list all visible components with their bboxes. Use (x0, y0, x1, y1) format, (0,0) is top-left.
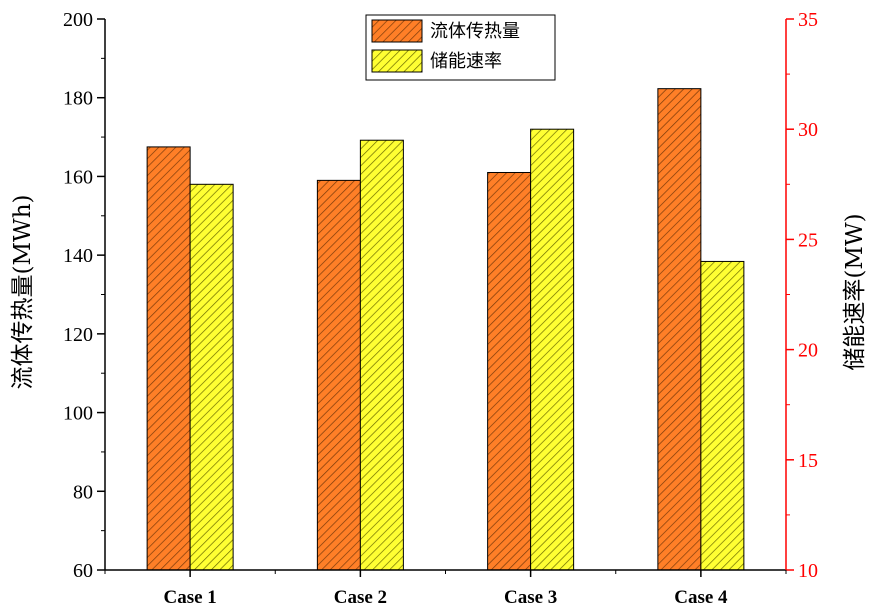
y-tick-label-left: 100 (63, 403, 93, 425)
y-tick-label-left: 200 (63, 9, 93, 31)
legend-label-series-2: 储能速率 (430, 51, 502, 72)
y-axis-title-left: 流体传热量(MWh) (10, 195, 36, 390)
y-tick-label-right: 30 (798, 119, 818, 141)
bar-2-case-4 (700, 260, 745, 571)
x-tick-label: Case 2 (334, 587, 387, 608)
bar-2-case-2 (359, 139, 404, 571)
y-tick-label-left: 120 (63, 324, 93, 346)
y-tick-label-right: 35 (798, 9, 818, 31)
bar-1-case-4 (657, 88, 702, 571)
y-tick-label-right: 25 (798, 229, 818, 251)
bar-2-case-3 (530, 128, 575, 571)
y-tick-label-left: 80 (73, 481, 93, 503)
x-tick-label: Case 3 (504, 587, 557, 608)
y-tick-label-right: 10 (798, 560, 818, 582)
bar-1-case-2 (316, 179, 361, 571)
y-tick-label-right: 20 (798, 340, 818, 362)
bar-2-case-1 (189, 183, 234, 571)
y-tick-label-left: 140 (63, 245, 93, 267)
bars-layer (146, 88, 745, 571)
y-axis-title-right: 储能速率(MW) (842, 213, 868, 370)
legend-swatch-series-2 (371, 49, 423, 73)
legend-label-series-1: 流体传热量 (430, 21, 520, 42)
x-tick-label: Case 1 (163, 587, 216, 608)
bar-1-case-1 (146, 146, 191, 571)
legend: 流体传热量 储能速率 (365, 14, 556, 81)
bar-1-case-3 (487, 171, 532, 571)
y-tick-label-right: 15 (798, 450, 818, 472)
x-tick-label: Case 4 (674, 587, 728, 608)
y-tick-label-left: 60 (73, 560, 93, 582)
y-tick-label-left: 160 (63, 166, 93, 188)
axes-layer: 60 80 100 120 140 160 180 200 10 15 20 25 30 35 Case 1… (63, 9, 818, 608)
legend-swatch-series-1 (371, 19, 423, 43)
y-tick-label-left: 180 (63, 88, 93, 110)
